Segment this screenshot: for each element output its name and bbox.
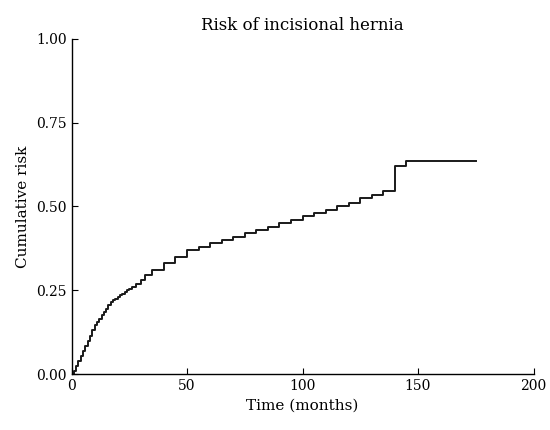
Y-axis label: Cumulative risk: Cumulative risk (16, 145, 30, 267)
X-axis label: Time (months): Time (months) (246, 399, 359, 412)
Title: Risk of incisional hernia: Risk of incisional hernia (201, 17, 404, 34)
